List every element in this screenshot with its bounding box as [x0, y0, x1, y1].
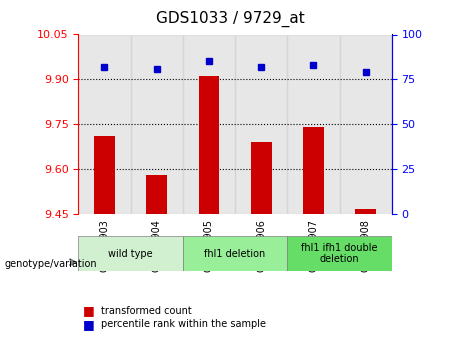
Bar: [251, 142, 272, 214]
Text: fhl1 ifh1 double
deletion: fhl1 ifh1 double deletion: [301, 243, 378, 264]
Bar: [78, 34, 130, 214]
Text: GDS1033 / 9729_at: GDS1033 / 9729_at: [156, 10, 305, 27]
Bar: [303, 127, 324, 214]
FancyBboxPatch shape: [78, 236, 183, 271]
Text: transformed count: transformed count: [101, 306, 192, 315]
Text: genotype/variation: genotype/variation: [5, 259, 97, 269]
Text: fhl1 deletion: fhl1 deletion: [205, 249, 266, 258]
Bar: [130, 34, 183, 214]
Bar: [146, 175, 167, 214]
Bar: [340, 34, 392, 214]
Bar: [287, 34, 340, 214]
Bar: [199, 76, 219, 214]
Bar: [355, 209, 376, 214]
Text: ■: ■: [83, 318, 95, 331]
Text: ■: ■: [83, 304, 95, 317]
FancyBboxPatch shape: [183, 236, 287, 271]
FancyBboxPatch shape: [287, 236, 392, 271]
Text: wild type: wild type: [108, 249, 153, 258]
Bar: [235, 34, 287, 214]
Text: percentile rank within the sample: percentile rank within the sample: [101, 319, 266, 329]
Bar: [183, 34, 235, 214]
Bar: [94, 136, 115, 214]
